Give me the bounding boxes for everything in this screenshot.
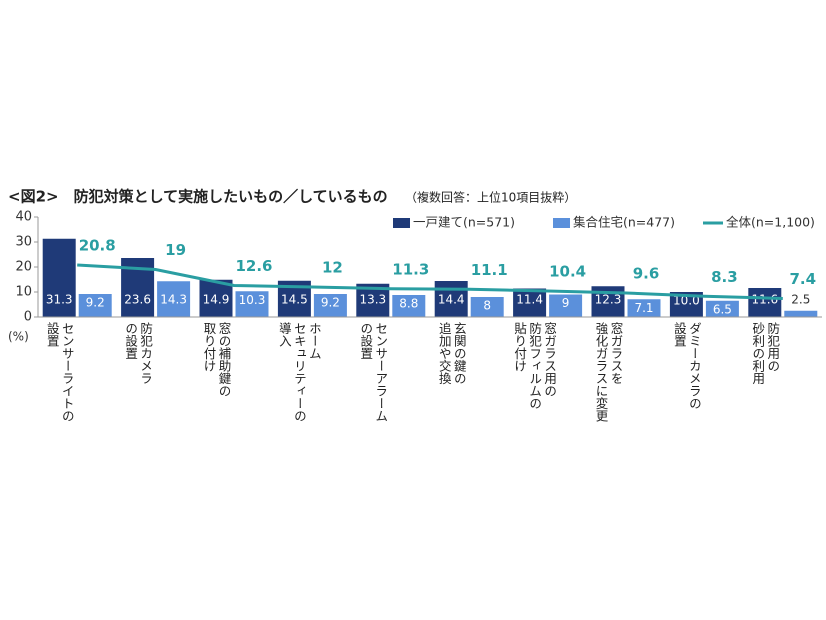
line-value-label: 8.3 [711, 268, 738, 286]
bar [784, 310, 818, 317]
line-value-label: 7.4 [790, 270, 817, 288]
value-label: 10.3 [239, 293, 266, 307]
bar [42, 238, 76, 317]
x-tick-label: ダミーカメラの [687, 322, 702, 410]
value-label: 23.6 [124, 293, 151, 307]
x-tick-label: 砂利の利用 [750, 322, 765, 385]
value-label: 31.3 [46, 293, 73, 307]
bar [705, 300, 739, 317]
value-label: 14.4 [438, 293, 465, 307]
line-value-label: 12 [322, 259, 343, 277]
value-label: 2.5 [791, 293, 810, 307]
value-label: 7.1 [634, 301, 653, 315]
x-tick-label: 窓ガラス用の [542, 321, 557, 397]
y-tick-label: 0 [24, 310, 32, 325]
legend-swatch [553, 218, 570, 228]
line-value-label: 9.6 [633, 265, 660, 283]
line [77, 263, 783, 300]
value-label: 14.9 [203, 293, 230, 307]
value-label: 13.3 [359, 293, 386, 307]
bar [434, 281, 468, 317]
bar [549, 294, 583, 317]
x-tick-label: 防犯用の [765, 321, 780, 372]
x-tick-label: センサーアラーム [373, 322, 388, 422]
x-tick-label: 貼り付け [512, 321, 527, 372]
line-value-label: 20.8 [79, 237, 116, 255]
x-tick-label: 導入 [277, 321, 292, 347]
line-value-label: 12.6 [235, 257, 272, 275]
value-label: 9.2 [86, 296, 105, 310]
x-tick-label: 設置 [672, 321, 687, 347]
value-label: 9.2 [321, 296, 340, 310]
y-tick-label: 30 [15, 235, 32, 250]
bar [235, 291, 269, 317]
x-tick-label: 強化ガラスに変更 [594, 322, 609, 422]
value-label: 8 [483, 299, 491, 313]
chart-subtitle: （複数回答：上位10項目抜粋） [405, 190, 576, 205]
bar [748, 288, 782, 317]
y-axis-unit: (%) [8, 330, 29, 344]
x-tick-label: 窓の補助鍵の [217, 321, 232, 397]
value-label: 14.5 [281, 293, 308, 307]
y-tick-label: 40 [15, 210, 32, 225]
bar [470, 297, 504, 317]
value-label: 11.6 [751, 293, 778, 307]
x-tick-label: センサーライトの [60, 322, 75, 422]
line-value-label: 19 [165, 241, 186, 259]
x-tick-label: 玄関の鍵の [452, 321, 467, 385]
legend-label: 集合住宅(n=477) [573, 215, 675, 230]
x-tick-label: 防犯カメラ [138, 321, 153, 385]
bar [199, 279, 233, 317]
bar [78, 294, 112, 317]
y-tick-label: 20 [15, 260, 32, 275]
bar [627, 299, 661, 317]
value-label: 6.5 [713, 302, 732, 316]
value-label: 11.4 [516, 293, 543, 307]
legend-label: 全体(n=1,100) [726, 215, 815, 230]
x-tick-label: 設置 [45, 321, 60, 347]
line-value-label: 10.4 [549, 263, 586, 281]
bar [157, 281, 191, 317]
x-tick-label: セキュリティーの [292, 322, 307, 422]
x-tick-label: の設置 [123, 322, 138, 360]
bar [392, 295, 426, 317]
value-label: 8.8 [399, 297, 418, 311]
chart-title: <図2> 防犯対策として実施したいもの／しているもの [8, 188, 388, 206]
x-tick-label: 窓ガラスを [609, 321, 624, 385]
bar [313, 294, 347, 317]
x-tick-label: 取り付け [202, 322, 217, 372]
line-value-label: 11.3 [392, 260, 429, 278]
value-label: 9 [562, 296, 570, 310]
line-value-label: 11.1 [471, 261, 508, 279]
x-tick-label: ホーム [307, 322, 322, 360]
y-tick-label: 10 [15, 285, 32, 300]
legend-swatch [393, 218, 410, 228]
value-label: 14.3 [160, 293, 187, 307]
x-tick-label: 防犯フィルムの [527, 321, 542, 410]
value-label: 12.3 [595, 293, 622, 307]
x-tick-label: 追加や交換 [437, 321, 452, 385]
bar [513, 288, 547, 317]
legend-label: 一戸建て(n=571) [413, 215, 515, 230]
x-tick-label: の設置 [358, 322, 373, 360]
